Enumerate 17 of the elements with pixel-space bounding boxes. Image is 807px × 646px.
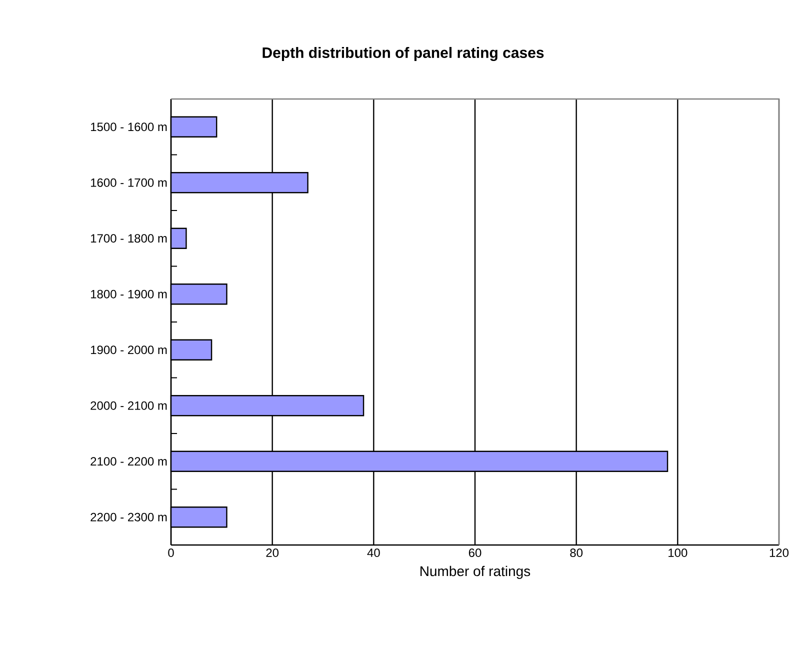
- x-tick-label: 20: [266, 548, 279, 558]
- y-tick-label: 2000 - 2100 m: [90, 401, 167, 410]
- y-tick-label: 1900 - 2000 m: [91, 346, 167, 354]
- x-tick-label: 40: [367, 548, 380, 558]
- chart-title: Depth distribution of panel rating cases: [262, 46, 544, 62]
- y-tick-label: 2200 - 2300 m: [90, 512, 167, 522]
- x-tick-label: 120: [770, 548, 789, 558]
- x-tick-label: 100: [668, 548, 688, 558]
- x-tick-label: 80: [570, 548, 583, 558]
- x-tick-label: 60: [468, 548, 482, 558]
- x-tick-label: 0: [168, 548, 174, 558]
- y-tick-label: 1600 - 1700 m: [91, 178, 167, 187]
- y-tick-label: 1800 - 1900 m: [91, 290, 167, 298]
- y-tick-label: 1500 - 1600 m: [91, 122, 167, 132]
- y-tick-label: 1700 - 1800 m: [91, 234, 167, 243]
- y-tick-label: 2100 - 2200 m: [90, 457, 167, 466]
- x-axis-title: Number of ratings: [420, 566, 530, 579]
